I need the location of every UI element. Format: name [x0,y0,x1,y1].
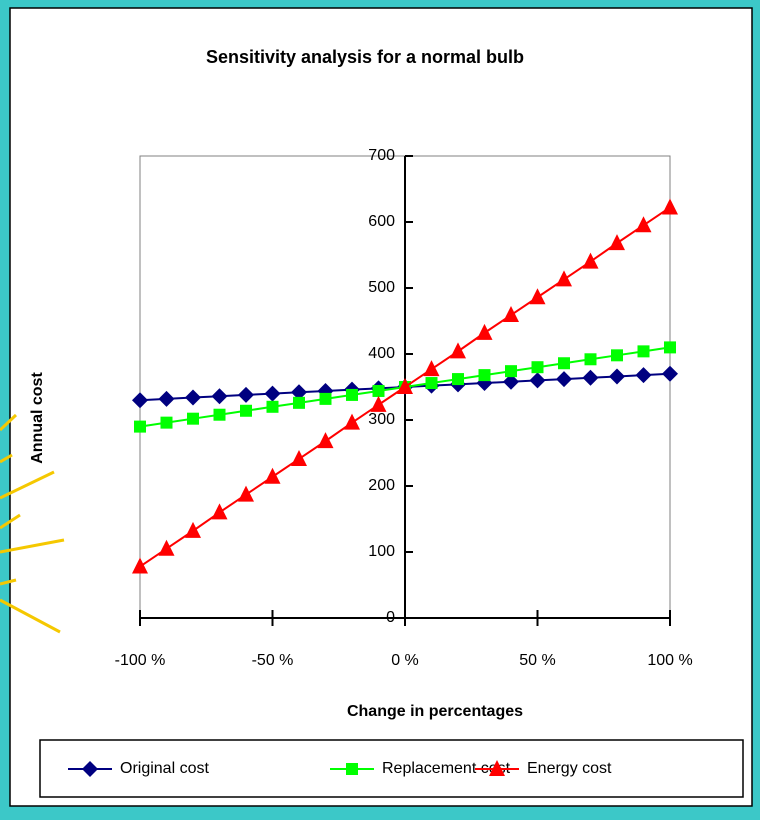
data-point [637,345,650,358]
data-point [264,467,281,484]
data-point [187,412,199,425]
data-point [664,341,676,354]
data-point [478,369,491,382]
data-point [609,234,625,251]
data-point [160,416,173,429]
data-point [319,392,332,405]
data-point [240,404,252,417]
data-point [582,369,599,386]
data-point [291,384,307,401]
data-point [611,349,623,362]
data-point [582,252,599,269]
data-point [370,395,387,412]
x-tick-label: 100 % [647,652,692,669]
data-point [372,384,385,397]
data-point [211,388,228,405]
data-point [346,388,358,401]
data-point [503,306,519,323]
legend-marker [346,763,358,775]
data-point [635,216,652,233]
data-point [132,557,148,574]
x-tick-label: 0 % [391,652,419,669]
data-point [556,270,572,287]
legend-marker [82,761,98,777]
data-point [662,365,678,382]
data-point [158,539,175,556]
data-point [584,353,597,366]
data-point [238,386,254,403]
y-tick-label: 600 [368,213,395,230]
data-point [291,449,307,466]
y-tick-label: 700 [368,147,395,164]
y-tick-label: 0 [386,609,395,626]
decoration [0,413,65,634]
data-point [213,408,226,421]
x-axis-title: Change in percentages [347,703,523,720]
legend-label: Original cost [120,760,209,777]
data-point [425,377,438,390]
data-point [505,365,517,378]
data-point [266,400,279,413]
legend-label: Energy cost [527,760,612,777]
data-point [238,485,254,502]
data-point [185,521,201,538]
x-tick-label: 50 % [519,652,555,669]
y-tick-label: 400 [368,345,395,362]
y-axis-title: Annual cost [29,372,46,464]
data-point [609,368,625,385]
legend-label: Replacement cost [382,760,511,777]
data-point [344,413,360,430]
data-point [529,288,546,305]
data-point [558,357,570,370]
data-point [185,389,201,406]
data-point [132,392,148,409]
data-point [317,432,334,449]
data-point [531,361,544,374]
data-point [293,396,305,409]
data-point [503,373,519,390]
y-tick-label: 500 [368,279,395,296]
data-point [397,378,413,394]
x-tick-label: -100 % [115,652,166,669]
data-point [662,198,678,215]
data-point [556,371,572,388]
data-point [529,372,546,389]
y-tick-label: 200 [368,477,395,494]
data-point [134,420,146,433]
data-point [635,367,652,384]
data-point [452,373,464,386]
data-point [158,390,175,407]
data-point [264,385,281,402]
legend-box [39,739,744,798]
y-tick-label: 100 [368,543,395,560]
data-point [211,503,228,520]
chart-title: Sensitivity analysis for a normal bulb [206,47,524,67]
data-point [476,323,493,340]
legend-marker [489,760,505,776]
y-tick-label: 300 [368,411,395,428]
data-point [450,342,466,359]
data-point [423,360,440,377]
x-tick-label: -50 % [252,652,294,669]
